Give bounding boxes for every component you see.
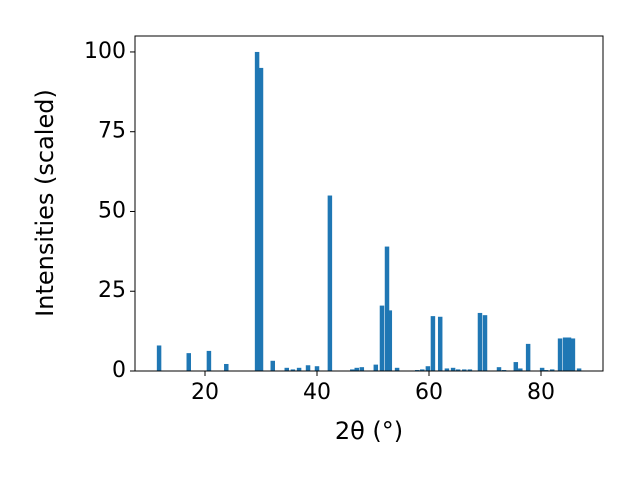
bar xyxy=(467,369,473,371)
bar xyxy=(496,367,502,371)
x-axis-label: 2θ (°) xyxy=(335,417,403,445)
bar xyxy=(258,67,264,372)
bar xyxy=(566,337,572,371)
x-tick-label: 20 xyxy=(191,380,219,405)
bar xyxy=(270,360,276,371)
bar xyxy=(557,338,563,371)
bar xyxy=(254,51,260,371)
bar xyxy=(450,367,456,371)
bar xyxy=(437,316,443,371)
y-tick-label: 0 xyxy=(112,358,126,383)
bar xyxy=(549,369,555,371)
bar xyxy=(224,363,229,371)
bar xyxy=(525,343,531,371)
bar xyxy=(296,367,302,371)
x-tick-label: 80 xyxy=(527,380,555,405)
y-tick-label: 25 xyxy=(98,278,126,303)
bar xyxy=(570,338,576,371)
bar xyxy=(290,369,296,371)
plot-frame xyxy=(134,35,604,372)
bar xyxy=(373,364,379,371)
bar xyxy=(327,195,333,371)
bar xyxy=(539,367,545,371)
bar xyxy=(394,367,400,371)
bar xyxy=(576,368,582,371)
bar xyxy=(305,365,311,371)
y-axis-label: Intensities (scaled) xyxy=(31,89,59,317)
bar xyxy=(384,246,390,371)
bar xyxy=(387,310,393,371)
bar xyxy=(359,367,365,371)
y-tick-label: 75 xyxy=(98,119,126,144)
bar xyxy=(354,367,360,371)
bar xyxy=(462,369,467,371)
y-tick-label: 50 xyxy=(98,198,126,223)
bar xyxy=(477,312,483,371)
bar xyxy=(425,366,431,371)
bar xyxy=(350,369,355,371)
bar xyxy=(379,305,385,371)
bar xyxy=(156,345,162,371)
bar xyxy=(518,368,523,371)
bar xyxy=(420,369,425,371)
bar xyxy=(430,316,436,371)
bar xyxy=(314,366,320,371)
bar xyxy=(284,367,290,371)
bar xyxy=(455,369,461,371)
y-tick-label: 100 xyxy=(84,39,126,64)
bar xyxy=(206,350,212,371)
bar xyxy=(513,362,519,371)
bar xyxy=(186,353,192,371)
bar xyxy=(482,315,488,371)
x-tick-label: 40 xyxy=(303,380,331,405)
bar xyxy=(562,337,568,371)
bar xyxy=(444,368,450,371)
x-tick-label: 60 xyxy=(415,380,443,405)
